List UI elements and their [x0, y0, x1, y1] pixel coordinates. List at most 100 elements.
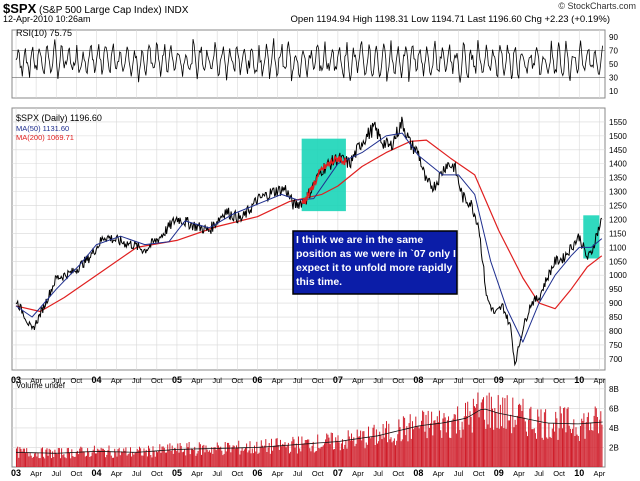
volume-bar [565, 432, 567, 467]
x-tick-label: Apr [30, 376, 42, 385]
volume-bar [177, 443, 179, 467]
x-tick-label: Oct [312, 376, 325, 385]
volume-bar [86, 455, 87, 467]
volume-bar [211, 447, 213, 467]
volume-bar [311, 445, 313, 467]
volume-bar [436, 416, 438, 467]
volume-bar [269, 453, 271, 467]
volume-bar [366, 444, 368, 467]
volume-bar [481, 399, 483, 467]
volume-bar [319, 448, 321, 467]
x-tick-label: Jul [373, 376, 383, 385]
volume-bar [312, 441, 314, 467]
volume-bar [301, 436, 303, 467]
volume-bar [337, 435, 339, 467]
volume-bar [527, 436, 528, 467]
volume-bar [388, 423, 390, 467]
volume-bar [522, 398, 524, 467]
volume-bar [285, 447, 287, 467]
volume-bar [466, 416, 468, 467]
volume-bar [548, 423, 550, 467]
volume-bar [210, 452, 211, 467]
volume-tick-label: 6B [609, 404, 619, 413]
volume-bar [443, 413, 445, 467]
volume-bar [441, 437, 443, 467]
volume-bar [206, 449, 208, 467]
volume-bar [223, 453, 225, 467]
volume-bar [434, 420, 436, 467]
x-tick-label: Jul [51, 469, 61, 478]
volume-bar [158, 450, 160, 467]
volume-bar [183, 451, 184, 467]
volume-bar [298, 436, 299, 467]
volume-bar [30, 455, 32, 467]
volume-bar [175, 448, 177, 467]
volume-bar [433, 420, 435, 467]
volume-bar [439, 410, 440, 467]
volume-bar [127, 454, 129, 467]
volume-bar [181, 452, 183, 467]
volume-bar [396, 440, 398, 467]
volume-bar [157, 452, 158, 467]
volume-bar [275, 438, 277, 467]
volume-bar [361, 440, 363, 467]
volume-bar [316, 450, 318, 467]
price-line [15, 116, 603, 367]
volume-bar [471, 432, 473, 467]
volume-bar [512, 397, 514, 467]
volume-bar [529, 408, 531, 467]
volume-bar [207, 451, 209, 467]
volume-bar [532, 429, 534, 467]
price-tick-label: 800 [609, 327, 623, 336]
volume-bar [122, 451, 124, 467]
volume-bar [372, 427, 374, 467]
volume-bar [152, 446, 154, 467]
volume-bar [234, 448, 236, 467]
volume-bar [575, 427, 577, 467]
volume-bar [594, 406, 596, 467]
last-value: 1196.60 [488, 14, 522, 25]
volume-bar [36, 456, 38, 467]
volume-bar [324, 443, 325, 467]
volume-bar [380, 434, 382, 467]
volume-bar [531, 429, 533, 467]
volume-bar [362, 431, 364, 467]
volume-bar [227, 442, 228, 467]
x-tick-label: Apr [352, 376, 364, 385]
volume-bar [397, 434, 399, 467]
volume-bar [197, 451, 199, 467]
volume-bar [555, 411, 557, 467]
volume-bar [557, 439, 559, 467]
volume-bar [22, 448, 24, 467]
volume-bar [422, 410, 424, 467]
x-tick-label: Oct [151, 469, 164, 478]
volume-bar [259, 447, 261, 467]
highlight-box [301, 138, 346, 212]
volume-bar [251, 448, 253, 467]
volume-bar [368, 426, 369, 467]
price-tick-label: 1050 [609, 257, 627, 266]
volume-bar [139, 446, 140, 467]
volume-bar [299, 448, 301, 467]
volume-bar [574, 436, 576, 467]
volume-bar [159, 444, 161, 467]
volume-bar [58, 448, 60, 467]
x-tick-label: Oct [473, 469, 486, 478]
volume-bar [502, 397, 504, 467]
volume-bar [338, 442, 340, 467]
volume-bar [418, 428, 420, 467]
volume-bar [151, 457, 153, 467]
volume-bar [539, 423, 541, 467]
x-tick-label: Oct [392, 376, 405, 385]
volume-bar [410, 438, 412, 467]
x-tick-label: Oct [312, 469, 325, 478]
volume-bar [55, 452, 57, 467]
volume-bar [79, 448, 81, 467]
volume-bar [559, 406, 561, 467]
volume-bar [32, 456, 34, 467]
x-tick-label: Apr [111, 376, 123, 385]
volume-bar [365, 442, 367, 467]
x-tick-label: Apr [513, 469, 525, 478]
volume-bar [409, 414, 411, 467]
volume-bar [525, 431, 527, 467]
